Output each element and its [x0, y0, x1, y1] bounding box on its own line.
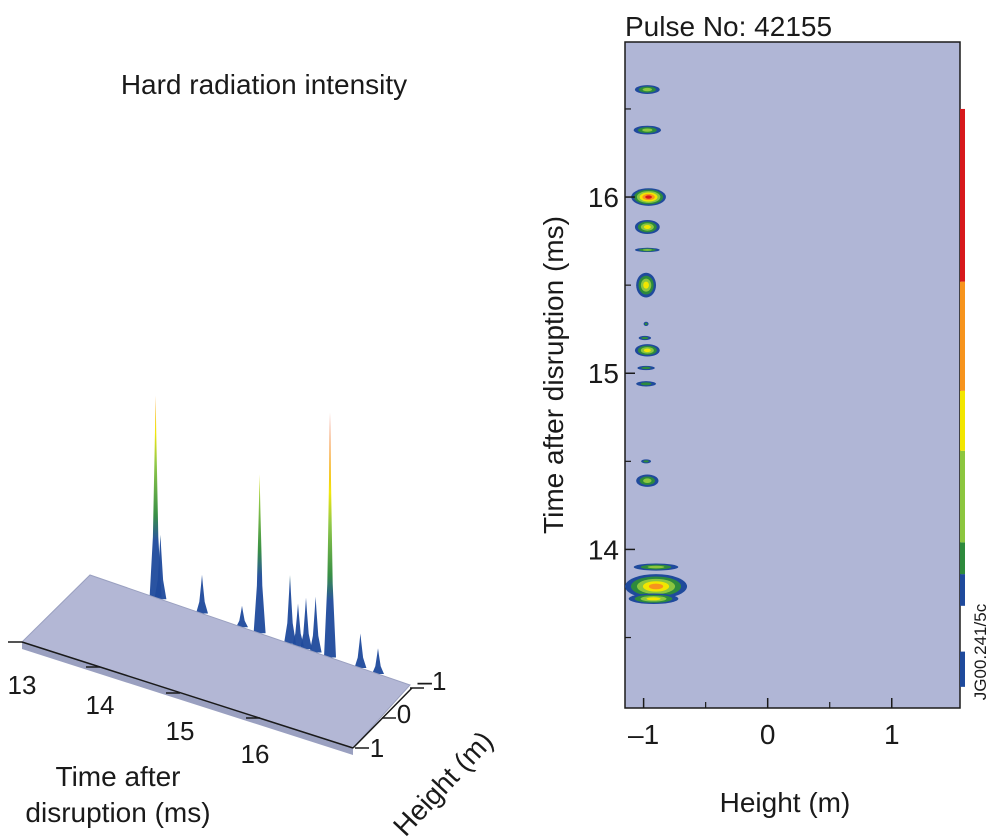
colorbar-segment	[960, 450, 965, 543]
colorbar-segment	[960, 390, 965, 451]
heatmap-plot: Pulse No: 42155 –1 0 1 14 15 16 Height (m) T…	[538, 11, 990, 818]
colorbar-segment	[960, 108, 965, 282]
heatmap-blob	[640, 382, 652, 386]
heatmap-blob	[647, 565, 665, 569]
surface-x-tick-label: 13	[8, 670, 37, 700]
heatmap-plot-area	[624, 41, 961, 709]
heatmap-y-tick-label: 14	[588, 534, 619, 565]
colorbar-segment	[960, 651, 965, 687]
surface-y-axis-label: Height (m)	[387, 725, 499, 837]
colorbar	[960, 108, 965, 687]
surface-peak	[324, 412, 336, 658]
heatmap-blob	[642, 249, 652, 251]
surface-peak	[196, 574, 208, 614]
surface-y-tick-label: 1	[370, 733, 384, 763]
surface-peaks	[149, 395, 384, 674]
surface-y-tick-label: 0	[397, 699, 411, 729]
heatmap-blob	[645, 195, 652, 199]
heatmap-y-axis-label: Time after disruption (ms)	[538, 216, 569, 534]
figure-code-label: JG00.241/5c	[971, 603, 990, 700]
heatmap-blob	[643, 460, 649, 463]
surface-peak	[253, 474, 266, 634]
heatmap-blob	[643, 478, 652, 484]
heatmap-blob	[641, 336, 649, 340]
surface-peak	[149, 395, 162, 598]
surface-x-tick-label: 16	[241, 739, 270, 769]
heatmap-blob	[648, 583, 664, 590]
surface-y-tick-label: –1	[418, 666, 447, 696]
heatmap-blob	[641, 366, 651, 370]
heatmap-x-axis: –1 0 1	[628, 698, 900, 750]
heatmap-x-tick-label: –1	[628, 719, 659, 750]
heatmap-y-tick-label: 16	[588, 182, 619, 213]
heatmap-blob	[642, 128, 653, 132]
surface-peak	[284, 574, 296, 644]
surface-x-axis: 13 14 15 16	[8, 641, 354, 769]
surface-peak	[236, 605, 248, 628]
heatmap-blob	[646, 597, 661, 601]
surface-front-face	[22, 642, 353, 755]
heatmap-blob	[643, 348, 651, 353]
surface-peak	[154, 534, 167, 600]
surface-peak	[354, 633, 367, 668]
heatmap-x-tick-label: 0	[760, 719, 776, 750]
heatmap-y-axis: 14 15 16	[588, 108, 635, 639]
surface-peak	[372, 648, 384, 674]
heatmap-blob	[643, 281, 649, 289]
heatmap-title: Pulse No: 42155	[625, 11, 832, 42]
heatmap-x-axis-label: Height (m)	[720, 787, 851, 818]
surface-peak	[309, 596, 322, 653]
heatmap-x-tick-label: 1	[884, 719, 900, 750]
heatmap-blob	[643, 224, 651, 230]
surface-x-tick-label: 15	[166, 716, 195, 746]
surface-peak	[300, 597, 312, 650]
colorbar-segment	[960, 574, 965, 606]
surface-plot-title: Hard radiation intensity	[121, 69, 407, 100]
heatmap-blobs	[625, 85, 688, 605]
colorbar-segment	[960, 542, 965, 575]
surface-x-axis-label-line2: disruption (ms)	[25, 797, 210, 828]
surface-x-axis-label-line1: Time after	[56, 761, 181, 792]
heatmap-blob	[644, 322, 648, 326]
surface-peak	[292, 603, 304, 647]
surface-plot: Hard radiation intensity 13 14 15 16 –1 …	[8, 69, 499, 837]
heatmap-y-tick-label: 15	[588, 358, 619, 389]
colorbar-segment	[960, 281, 965, 391]
surface-x-tick-label: 14	[86, 690, 115, 720]
heatmap-blob	[642, 87, 652, 92]
